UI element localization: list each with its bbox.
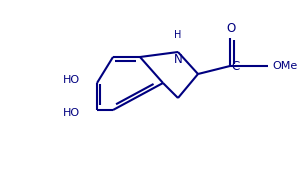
Text: O: O [226,22,236,35]
Text: H: H [174,30,182,40]
Text: N: N [174,53,182,66]
Text: HO: HO [63,108,80,118]
Text: HO: HO [63,75,80,85]
Text: OMe: OMe [272,61,297,71]
Text: C: C [231,61,239,74]
